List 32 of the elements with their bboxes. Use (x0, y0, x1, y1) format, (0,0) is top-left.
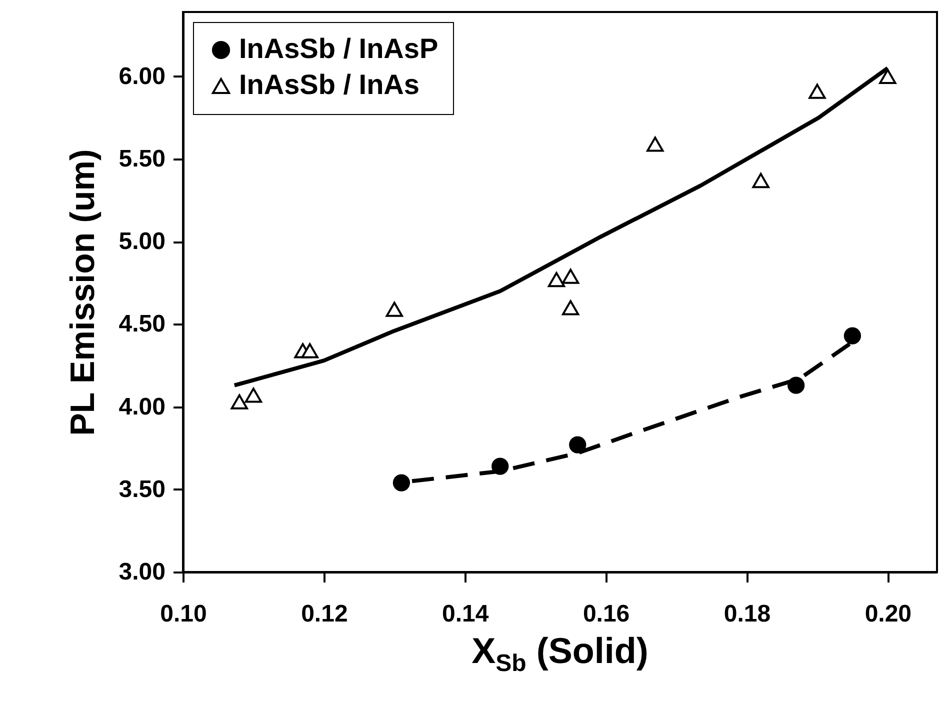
point (752, 172, 770, 188)
y-tick-label: 5.00 (118, 228, 166, 256)
y-tick-label: 5.50 (118, 146, 166, 173)
y-tick-label: 4.50 (118, 310, 166, 338)
point (808, 84, 826, 99)
point (230, 394, 248, 410)
point (562, 268, 580, 284)
point (548, 272, 566, 288)
legend-label: InAsSb / InAs (239, 69, 420, 100)
point (562, 300, 580, 316)
point (879, 68, 896, 84)
x-tick-label: 0.14 (442, 600, 490, 628)
point (386, 302, 403, 317)
y-tick-label: 3.50 (118, 476, 166, 503)
y-tick-label: 6.00 (118, 62, 166, 90)
point (392, 474, 410, 492)
y-tick-label: 3.00 (118, 558, 166, 586)
x-tick-label: 0.18 (724, 600, 771, 628)
x-tick-label: 0.10 (160, 600, 207, 628)
legend-label: InAsSb / InAsP (239, 33, 438, 64)
point (787, 376, 805, 394)
x-tick-label: 0.16 (582, 600, 630, 628)
x-tick-label: 0.20 (864, 600, 912, 628)
y-tick-label: 4.00 (118, 393, 166, 420)
x-tick-label: 0.12 (301, 600, 348, 628)
point (646, 136, 664, 152)
point (244, 388, 262, 403)
point (301, 343, 318, 358)
y-axis-title: PL Emission (um) (64, 149, 102, 436)
point (844, 327, 862, 344)
point (569, 436, 586, 454)
x-axis-title: X$_{Sb}$ (Solid) (470, 630, 650, 678)
